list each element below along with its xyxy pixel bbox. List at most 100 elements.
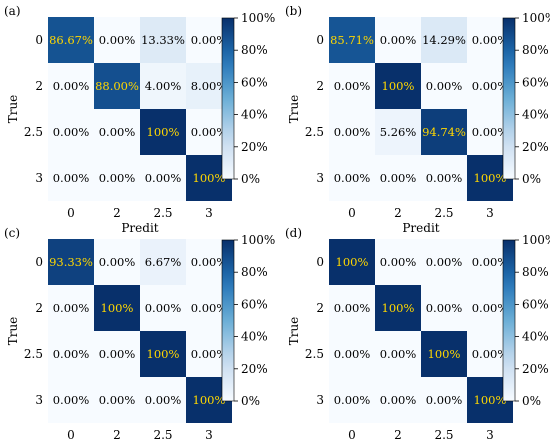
cell-value-label: 0.00%	[191, 347, 228, 361]
heatmap-cell	[94, 285, 140, 331]
heatmap-cell	[94, 17, 140, 63]
heatmap-cell	[140, 377, 186, 423]
cell-value-label: 13.33%	[141, 33, 185, 47]
cell-value-label: 0.00%	[99, 171, 136, 185]
panel-label: (d)	[285, 226, 302, 240]
heatmap-cell	[94, 63, 140, 109]
heatmap-cell	[140, 17, 186, 63]
cell-value-label: 0.00%	[145, 301, 182, 315]
x-axis-label: Predit	[121, 221, 158, 235]
cell-value-label: 100%	[336, 255, 369, 269]
cell-value-label: 0.00%	[53, 393, 90, 407]
heatmap-panel-4: (d) 100% 0.00% 0.00% 0.00% 0.00% 100% 0.00% 0.00…	[285, 226, 550, 441]
heatmap-cell	[48, 285, 94, 331]
heatmap-panel-2: (b) 85.71% 0.00% 14.29% 0.00% 0.00% 100% 0.00% 0…	[285, 4, 550, 235]
cell-value-label: 100%	[193, 393, 226, 407]
y-tick-label: 0	[316, 33, 324, 47]
cell-value-label: 0.00%	[472, 33, 509, 47]
heatmap-cell	[375, 155, 421, 201]
colorbar-tick-label: 0%	[522, 172, 541, 186]
y-tick-label: 3	[35, 171, 43, 185]
cell-value-label: 100%	[147, 125, 180, 139]
cell-value-label: 0.00%	[191, 255, 228, 269]
colorbar-tick-label: 100%	[522, 11, 550, 25]
heatmap-cell	[421, 63, 467, 109]
colorbar	[502, 239, 516, 402]
cell-value-label: 100%	[101, 301, 134, 315]
colorbar-tick-label: 80%	[241, 43, 268, 57]
colorbar-tick-label: 80%	[241, 265, 268, 279]
cell-value-label: 0.00%	[472, 79, 509, 93]
heatmap-panel-3: (c) 93.33% 0.00% 6.67% 0.00% 0.00% 100% 0.00% 0.…	[4, 226, 275, 441]
cell-value-label: 0.00%	[426, 255, 463, 269]
x-axis-label: Predit	[402, 221, 439, 235]
colorbar-tick-label: 60%	[241, 75, 268, 89]
x-tick-label: 2	[394, 428, 402, 441]
heatmap-cell	[375, 109, 421, 155]
y-axis-label: True	[6, 95, 20, 124]
x-tick-label: 2.5	[153, 206, 172, 220]
cell-value-label: 0.00%	[334, 301, 371, 315]
heatmap-cell	[375, 285, 421, 331]
cell-value-label: 100%	[147, 347, 180, 361]
cell-value-label: 85.71%	[330, 33, 374, 47]
y-tick-label: 2	[316, 79, 324, 93]
y-axis-label: True	[6, 317, 20, 346]
cell-value-label: 0.00%	[53, 79, 90, 93]
cell-value-label: 8.00%	[191, 79, 228, 93]
heatmap-cell	[329, 285, 375, 331]
heatmap-cell	[421, 331, 467, 377]
heatmap-cell	[140, 63, 186, 109]
panel-label: (a)	[4, 4, 21, 18]
cell-value-label: 0.00%	[334, 171, 371, 185]
cell-value-label: 0.00%	[426, 79, 463, 93]
heatmap-cell	[140, 155, 186, 201]
heatmap-cell	[329, 17, 375, 63]
heatmap-cell	[48, 109, 94, 155]
cell-value-label: 100%	[474, 393, 507, 407]
colorbar-tick-label: 40%	[522, 108, 549, 122]
cell-value-label: 100%	[382, 301, 415, 315]
heatmap-cell	[329, 109, 375, 155]
cell-value-label: 100%	[382, 79, 415, 93]
y-tick-label: 2.5	[305, 125, 324, 139]
heatmap-cell	[48, 17, 94, 63]
heatmap-cell	[375, 63, 421, 109]
colorbar	[221, 17, 235, 180]
cell-value-label: 0.00%	[99, 255, 136, 269]
heatmap-cell	[375, 331, 421, 377]
colorbar-tick-label: 60%	[522, 75, 549, 89]
colorbar-tick-label: 20%	[241, 140, 268, 154]
cell-value-label: 0.00%	[145, 393, 182, 407]
x-tick-label: 3	[205, 428, 213, 441]
cell-value-label: 100%	[193, 171, 226, 185]
cell-value-label: 0.00%	[145, 171, 182, 185]
y-tick-label: 2.5	[24, 125, 43, 139]
cell-value-label: 93.33%	[49, 255, 93, 269]
heatmap-cell	[94, 155, 140, 201]
heatmap-cell	[94, 377, 140, 423]
cell-value-label: 0.00%	[472, 301, 509, 315]
cell-value-label: 0.00%	[99, 125, 136, 139]
heatmap-cell	[48, 239, 94, 285]
cell-value-label: 0.00%	[380, 393, 417, 407]
cell-value-label: 100%	[474, 171, 507, 185]
heatmap-cell	[94, 331, 140, 377]
cell-value-label: 0.00%	[472, 255, 509, 269]
x-tick-label: 2.5	[434, 428, 453, 441]
cell-value-label: 88.00%	[95, 79, 139, 93]
x-tick-label: 2	[394, 206, 402, 220]
cell-value-label: 6.67%	[145, 255, 182, 269]
heatmap-cell	[329, 239, 375, 285]
cell-value-label: 0.00%	[380, 347, 417, 361]
heatmap-cell	[94, 109, 140, 155]
cell-value-label: 0.00%	[334, 125, 371, 139]
cell-value-label: 0.00%	[53, 347, 90, 361]
heatmap-cell	[140, 109, 186, 155]
heatmap-cell	[329, 331, 375, 377]
x-tick-label: 2	[113, 428, 121, 441]
colorbar-tick-label: 80%	[522, 265, 549, 279]
x-tick-label: 2.5	[434, 206, 453, 220]
heatmap-cell	[421, 109, 467, 155]
y-tick-label: 2.5	[24, 347, 43, 361]
